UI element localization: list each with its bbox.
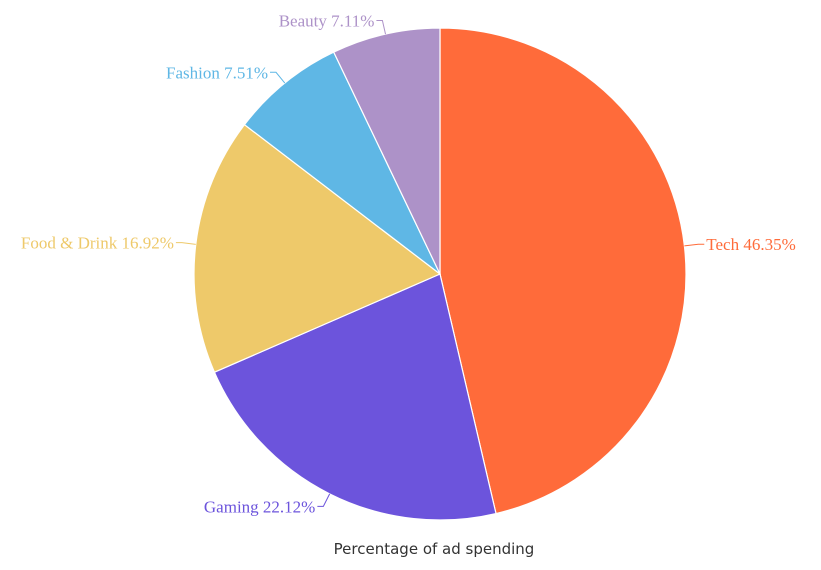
pie-labels: Tech 46.35% Gaming 22.12% Food & Drink 16.…	[21, 11, 796, 516]
pie-leader-lines	[175, 19, 705, 507]
chart-caption: Percentage of ad spending	[334, 540, 535, 558]
pie-label-tech: Tech 46.35%	[706, 235, 795, 254]
pie-slice-gaming[interactable]	[213, 273, 497, 521]
pie-leader-tech	[684, 243, 705, 247]
pie-slice-fashion[interactable]	[243, 51, 441, 275]
pie-leader-food-and-drink	[175, 242, 196, 245]
pie-leader-beauty	[376, 19, 387, 35]
pie-label-beauty: Beauty 7.11%	[279, 11, 375, 30]
pie-slices	[193, 27, 687, 521]
pie-label-fashion: Fashion 7.51%	[166, 63, 268, 82]
pie-slice-beauty[interactable]	[332, 27, 441, 275]
pie-leader-fashion	[269, 71, 286, 84]
pie-label-gaming: Gaming 22.12%	[204, 497, 315, 516]
pie-label-food-and-drink: Food & Drink 16.92%	[21, 234, 174, 253]
pie-slice-food-and-drink[interactable]	[193, 123, 442, 374]
pie-slice-tech[interactable]	[439, 27, 687, 515]
pie-leader-gaming	[317, 493, 331, 507]
